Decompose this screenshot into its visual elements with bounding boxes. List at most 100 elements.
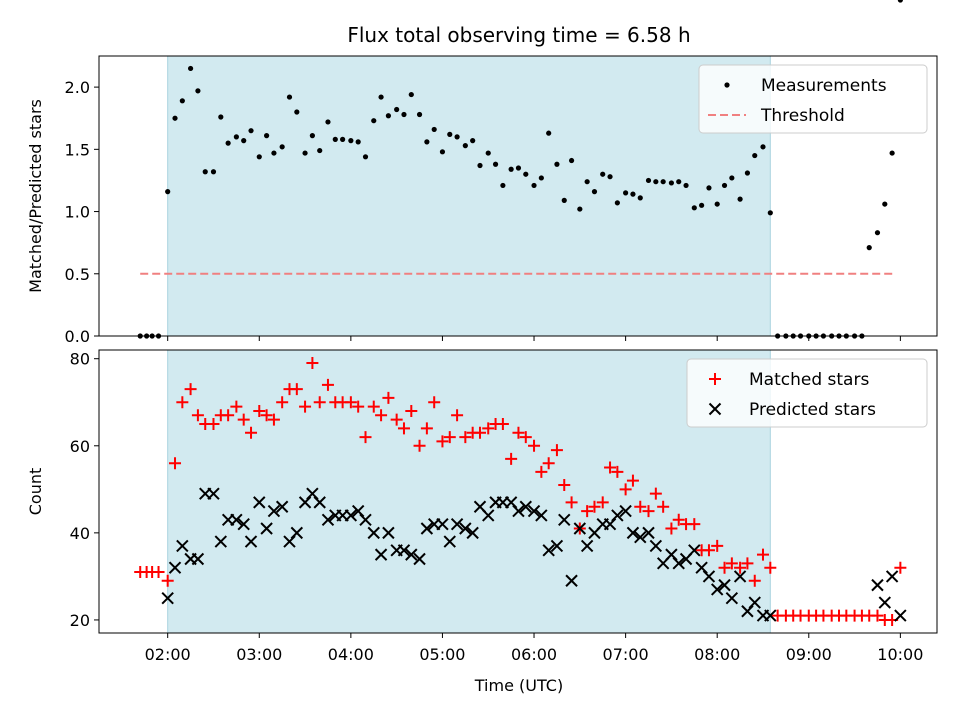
- data-point: [179, 98, 185, 104]
- data-point: [623, 190, 629, 196]
- data-point: [397, 422, 410, 435]
- data-point: [207, 487, 220, 500]
- data-point: [683, 182, 689, 189]
- data-point: [413, 439, 426, 452]
- data-point: [241, 138, 247, 144]
- data-point: [699, 202, 705, 208]
- data-point: [607, 174, 613, 180]
- data-point: [741, 557, 754, 570]
- data-point: [561, 197, 567, 203]
- data-point: [568, 157, 575, 164]
- data-point: [168, 561, 182, 574]
- data-point: [580, 539, 594, 553]
- data-point: [416, 111, 423, 118]
- legend-box: [686, 358, 928, 428]
- data-point: [871, 578, 884, 592]
- data-point: [764, 609, 777, 622]
- data-point: [473, 426, 486, 439]
- data-point: [604, 461, 617, 474]
- data-point: [535, 509, 548, 522]
- legend-label: Measurements: [761, 76, 887, 96]
- data-point: [344, 396, 357, 409]
- data-point: [688, 518, 701, 531]
- data-point: [233, 134, 239, 140]
- data-point: [882, 201, 888, 207]
- data-point: [505, 452, 518, 465]
- data-point: [512, 426, 525, 439]
- data-point: [596, 496, 609, 509]
- data-point: [634, 531, 647, 544]
- data-point: [752, 152, 758, 159]
- data-point: [878, 596, 892, 609]
- data-point: [657, 500, 670, 513]
- data-point: [245, 426, 258, 439]
- data-point: [626, 474, 639, 487]
- y-tick-label: 0.5: [65, 265, 90, 284]
- y-axis-label: Matched/Predicted stars: [26, 99, 45, 293]
- data-point: [871, 609, 884, 622]
- data-point: [546, 130, 552, 136]
- data-point: [676, 179, 682, 185]
- data-point: [256, 154, 262, 160]
- data-point: [710, 583, 724, 596]
- data-point: [367, 400, 380, 413]
- data-point: [725, 557, 738, 570]
- data-point: [531, 182, 537, 189]
- data-point: [665, 522, 678, 535]
- legend-swatch: [724, 82, 730, 88]
- data-point: [702, 544, 715, 557]
- data-point: [584, 179, 590, 185]
- data-point: [466, 526, 479, 540]
- data-point: [542, 544, 555, 557]
- data-point: [436, 517, 449, 531]
- x-tick-label: 09:00: [786, 645, 832, 664]
- series-measurements: [137, 0, 903, 339]
- data-point: [538, 175, 544, 181]
- data-point: [451, 409, 464, 422]
- data-point: [744, 170, 751, 176]
- data-point: [405, 548, 418, 561]
- data-point: [542, 457, 555, 470]
- axes-frame: [98, 349, 938, 634]
- data-point: [668, 180, 675, 186]
- legend-label: Matched stars: [749, 370, 869, 390]
- data-point: [482, 509, 495, 522]
- data-point: [214, 535, 228, 548]
- data-point: [202, 169, 208, 175]
- data-point: [367, 526, 380, 540]
- data-point: [321, 378, 334, 391]
- data-point: [290, 526, 304, 540]
- data-point: [424, 139, 430, 145]
- data-point: [348, 138, 354, 144]
- data-point: [649, 539, 663, 553]
- data-point: [558, 513, 571, 527]
- data-point: [253, 404, 266, 417]
- data-point: [645, 177, 652, 184]
- series-matched-stars: [134, 357, 907, 626]
- data-point: [565, 574, 578, 587]
- data-point: [359, 431, 372, 444]
- data-point: [767, 210, 773, 216]
- data-point: [565, 496, 578, 509]
- data-point: [207, 418, 220, 431]
- data-point: [577, 206, 583, 212]
- data-point: [390, 413, 403, 426]
- data-point: [459, 522, 472, 535]
- data-point: [172, 115, 178, 121]
- y-tick-label: 1.5: [65, 140, 90, 159]
- data-point: [267, 413, 280, 426]
- data-point: [394, 106, 400, 113]
- y-tick-label: 2.0: [65, 78, 90, 97]
- data-point: [222, 409, 235, 422]
- data-point: [371, 118, 377, 124]
- data-point: [619, 504, 632, 518]
- data-point: [523, 171, 529, 177]
- data-point: [519, 431, 532, 444]
- data-point: [248, 128, 254, 134]
- observing-window-shade: [167, 56, 771, 336]
- data-point: [482, 422, 495, 435]
- x-tick-label: 06:00: [511, 645, 557, 664]
- data-point: [397, 544, 411, 557]
- data-point: [306, 357, 319, 370]
- data-point: [691, 205, 697, 211]
